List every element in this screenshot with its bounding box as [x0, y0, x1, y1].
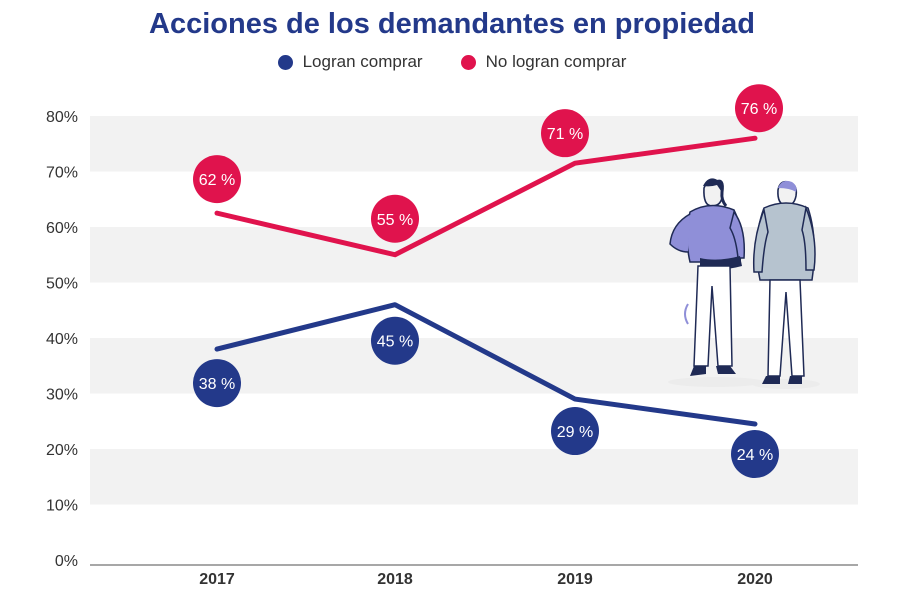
series-lines	[214, 135, 758, 427]
y-tick-label: 80%	[46, 109, 78, 126]
legend-label: Logran comprar	[302, 52, 423, 71]
data-label: 45 %	[377, 334, 413, 351]
data-point-bubble	[735, 84, 783, 133]
y-tick-label: 60%	[46, 220, 78, 237]
y-tick-label: 0%	[55, 553, 78, 570]
legend: Logran comprar No logran comprar	[0, 52, 904, 72]
man-figure	[752, 180, 816, 384]
woman-figure	[669, 178, 746, 376]
data-point-bubble	[193, 359, 241, 408]
data-label: 76 %	[741, 101, 777, 118]
y-tick-label: 20%	[46, 442, 78, 459]
legend-item-series-2: No logran comprar	[460, 52, 627, 72]
data-label: 62 %	[199, 172, 235, 189]
data-markers: 38 % 45 % 29 % 24 % 62 % 55 % 71 % 76 %	[193, 84, 783, 479]
legend-item-series-1: Logran comprar	[277, 52, 423, 72]
series-line	[214, 302, 758, 427]
legend-label: No logran comprar	[485, 52, 627, 71]
y-tick-label: 50%	[46, 276, 78, 293]
data-point-bubble	[371, 316, 419, 365]
data-point-bubble	[541, 109, 589, 158]
data-label: 24 %	[737, 447, 773, 464]
y-tick-label: 10%	[46, 498, 78, 515]
data-label: 29 %	[557, 424, 593, 441]
legend-marker	[277, 54, 293, 70]
series-line	[214, 135, 758, 258]
data-point-bubble	[193, 155, 241, 204]
data-point-bubble	[731, 430, 779, 479]
grid-band	[90, 449, 858, 505]
chart-title: Acciones de los demandantes en propiedad	[149, 8, 755, 40]
data-point-bubble	[371, 194, 419, 243]
y-tick-label: 70%	[46, 165, 78, 182]
data-label: 55 %	[377, 212, 413, 229]
data-label: 71 %	[547, 126, 583, 143]
y-tick-label: 40%	[46, 331, 78, 348]
x-tick-label: 2019	[557, 571, 593, 588]
people-illustration	[668, 178, 820, 389]
legend-marker	[460, 54, 476, 70]
x-tick-label: 2020	[737, 571, 773, 588]
y-axis-ticks: 0% 10% 20% 30% 40% 50% 60% 70% 80%	[46, 109, 78, 570]
data-point-bubble	[551, 407, 599, 456]
x-tick-label: 2017	[199, 571, 235, 588]
x-tick-label: 2018	[377, 571, 413, 588]
y-tick-label: 30%	[46, 387, 78, 404]
data-label: 38 %	[199, 376, 235, 393]
x-axis-ticks: 2017 2018 2019 2020	[199, 571, 773, 588]
